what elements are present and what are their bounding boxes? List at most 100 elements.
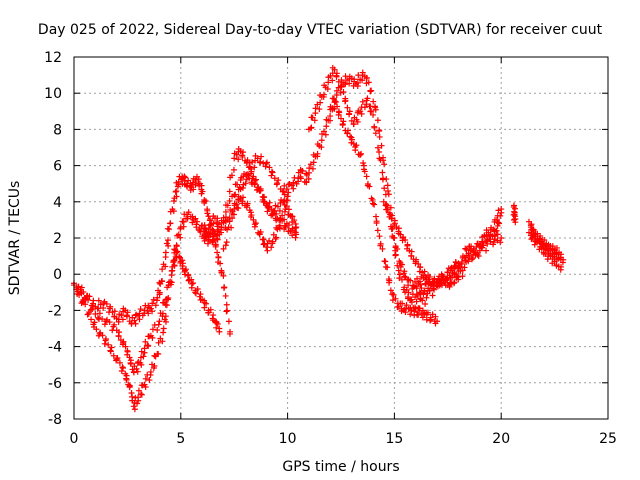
x-tick-label: 5 [176,431,185,447]
series-track-j [327,69,462,292]
data-point [413,256,420,263]
y-tick-label: -8 [48,412,62,428]
data-point [338,83,345,90]
data-point [230,211,237,218]
data-point [163,302,170,309]
data-point [303,179,310,186]
data-point [131,317,138,324]
data-point [203,300,210,307]
data-point [370,98,377,105]
data-point [94,314,101,321]
data-point [419,307,426,314]
data-point [368,195,375,202]
data-point [367,88,374,95]
data-point [475,253,482,260]
data-point [240,149,247,156]
data-point [144,342,151,349]
data-point [215,254,222,261]
data-point [490,239,497,246]
data-point [239,185,246,192]
data-point [149,326,156,333]
data-point [126,382,133,389]
data-point [392,251,399,258]
data-point [336,109,343,116]
data-point [325,79,332,86]
data-point [185,209,192,216]
data-point [331,66,338,73]
data-point [558,263,565,270]
data-point [197,291,204,298]
data-point [214,249,221,256]
data-point [342,97,349,104]
y-tick-label: -2 [48,303,62,319]
data-point [312,105,319,112]
data-point [448,264,455,271]
data-point [138,391,145,398]
data-point [498,206,505,213]
data-point [385,191,392,198]
x-tick-label: 0 [70,431,79,447]
data-point [384,264,391,271]
data-point [189,219,196,226]
data-point [465,250,472,257]
data-point [119,365,126,372]
data-point [228,224,235,231]
data-point [373,218,380,225]
data-point [511,216,518,223]
data-point [333,98,340,105]
data-point [82,295,89,302]
data-point [176,253,183,260]
data-point [123,372,130,379]
data-point [167,220,174,227]
data-point [371,201,378,208]
data-point [140,353,147,360]
data-point [384,182,391,189]
data-point [126,354,133,361]
data-point [530,226,537,233]
data-point [229,208,236,215]
data-point [277,200,284,207]
data-point [447,274,454,281]
data-point [217,229,224,236]
data-point [402,309,409,316]
data-point [380,157,387,164]
data-point [95,297,102,304]
data-point [103,336,110,343]
data-point [382,258,389,265]
data-point [99,332,106,339]
data-point [222,292,229,299]
data-point [494,231,501,238]
data-point [204,240,211,247]
data-point [462,254,469,261]
data-point [193,221,200,228]
data-point [173,193,180,200]
data-point [159,277,166,284]
data-point [101,340,108,347]
data-point [217,260,224,267]
data-point [103,300,110,307]
data-point [277,215,284,222]
data-point [416,305,423,312]
data-point [337,89,344,96]
data-point [389,297,396,304]
data-point [107,348,114,355]
data-point [175,181,182,188]
y-tick-label: 6 [53,159,62,175]
data-point [556,249,563,256]
data-point [289,232,296,239]
data-point [413,283,420,290]
data-point [165,242,172,249]
data-point [305,175,312,182]
data-point [250,216,257,223]
data-point [318,144,325,151]
data-point [249,159,256,166]
data-point [80,288,87,295]
data-point [327,113,334,120]
data-point [142,375,149,382]
data-point [401,268,408,275]
series-track-b [71,248,223,413]
data-point [316,106,323,113]
data-point [180,218,187,225]
data-point [377,240,384,247]
data-point [496,220,503,227]
